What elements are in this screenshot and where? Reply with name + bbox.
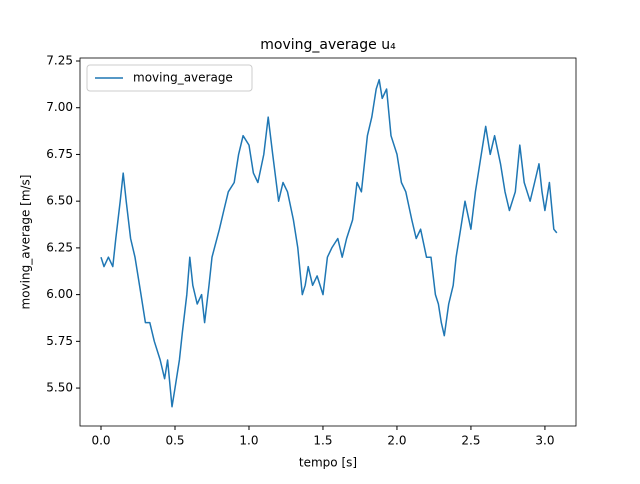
- x-tick-label: 2.0: [387, 434, 406, 448]
- x-tick-label: 2.5: [461, 434, 480, 448]
- x-tick-label: 3.0: [535, 434, 554, 448]
- y-tick-label: 5.50: [46, 381, 73, 395]
- y-tick-label: 6.75: [46, 147, 73, 161]
- y-tick-label: 5.75: [46, 334, 73, 348]
- y-tick-label: 6.50: [46, 194, 73, 208]
- x-tick-label: 1.0: [239, 434, 258, 448]
- data-line: [100, 78, 558, 408]
- x-tick-label: 1.5: [313, 434, 332, 448]
- y-tick-label: 6.00: [46, 287, 73, 301]
- y-tick-label: 7.00: [46, 100, 73, 114]
- y-tick-label: 7.25: [46, 53, 73, 67]
- legend-box: [86, 64, 253, 92]
- plot-frame: [79, 57, 577, 427]
- y-tick-label: 6.25: [46, 240, 73, 254]
- x-tick-label: 0.5: [165, 434, 184, 448]
- legend-label: moving_average: [133, 71, 233, 85]
- x-axis-label: tempo [s]: [299, 456, 357, 470]
- y-axis-label: moving_average [m/s]: [19, 175, 33, 310]
- chart-title: moving_average u₄: [260, 37, 396, 53]
- x-tick-label: 0.0: [91, 434, 110, 448]
